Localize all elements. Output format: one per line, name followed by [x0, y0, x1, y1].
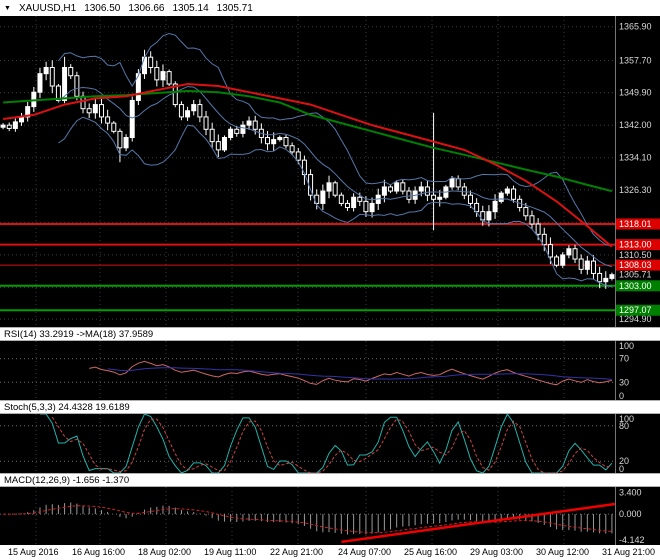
ohlc-open: 1306.50 [84, 2, 121, 14]
price-chart-canvas[interactable]: 1365.90 1357.70 1349.90 1342.00 1334.10 1326.… [0, 16, 660, 327]
price-level-badge: 1313.00 [616, 239, 660, 251]
rsi-label-strip: RSI(14) 33.2919 ->MA(18) 37.9589 [0, 327, 660, 341]
svg-text:1303.00: 1303.00 [619, 281, 652, 291]
svg-text:0: 0 [619, 391, 624, 400]
time-axis-label: 15 Aug 2016 [8, 547, 59, 557]
time-axis-label: 24 Aug 07:00 [338, 547, 392, 557]
symbol-marker-icon: ▼ [4, 4, 11, 12]
svg-text:1318.01: 1318.01 [619, 219, 652, 229]
time-axis: 15 Aug 2016 16 Aug 16:00 18 Aug 02:00 19 Au… [0, 545, 660, 560]
svg-text:0: 0 [619, 464, 624, 473]
macd-panel[interactable]: 3.400 0.000 -4.142 [0, 487, 660, 545]
svg-text:1294.90: 1294.90 [619, 314, 652, 324]
svg-text:1365.90: 1365.90 [619, 22, 652, 32]
current-price-label: 1305.71 [619, 270, 652, 280]
time-axis-label: 18 Aug 02:00 [138, 547, 192, 557]
svg-text:1313.00: 1313.00 [619, 240, 652, 250]
ohlc-high: 1306.66 [128, 2, 165, 14]
ohlc-low: 1305.14 [172, 2, 209, 14]
time-axis-label: 19 Aug 11:00 [204, 547, 257, 557]
macd-label-strip: MACD(12,26,9) -1.656 -1.370 [0, 473, 660, 487]
svg-text:100: 100 [619, 341, 634, 351]
macd-indicator-label: MACD(12,26,9) -1.656 -1.370 [4, 474, 130, 486]
svg-text:1305.71: 1305.71 [619, 270, 652, 280]
svg-text:0.000: 0.000 [619, 509, 642, 519]
symbol-timeframe: XAUUSD,H1 [18, 2, 77, 14]
svg-text:3.400: 3.400 [619, 488, 642, 498]
rsi-indicator-label: RSI(14) 33.2919 ->MA(18) 37.9589 [4, 328, 154, 340]
svg-text:1342.00: 1342.00 [619, 120, 652, 130]
main-price-panel[interactable]: 1365.90 1357.70 1349.90 1342.00 1334.10 1326.… [0, 16, 660, 327]
stoch-label-strip: Stoch(5,3,3) 24.4328 19.6189 [0, 400, 660, 414]
svg-text:80: 80 [619, 421, 629, 431]
macd-trendline[interactable] [341, 502, 616, 544]
time-axis-label: 30 Aug 12:00 [536, 547, 590, 557]
svg-text:30: 30 [619, 377, 629, 387]
svg-text:1357.70: 1357.70 [619, 55, 652, 65]
time-axis-label: 16 Aug 16:00 [72, 547, 126, 557]
svg-text:1297.07: 1297.07 [619, 305, 652, 315]
svg-text:1349.90: 1349.90 [619, 88, 652, 98]
rsi-chart-canvas[interactable]: 100 70 30 0 [0, 341, 660, 400]
time-axis-label: 29 Aug 03:00 [470, 547, 524, 557]
price-level-badge: 1308.03 [616, 259, 660, 271]
stochastic-panel[interactable]: 100 80 20 0 [0, 414, 660, 473]
time-axis-label: 31 Aug 21:00 [602, 547, 656, 557]
svg-text:100: 100 [619, 414, 634, 424]
price-level-badge: 1297.07 [616, 304, 660, 316]
time-axis-label: 25 Aug 16:00 [404, 547, 458, 557]
ohlc-close: 1305.71 [216, 2, 253, 14]
stoch-indicator-label: Stoch(5,3,3) 24.4328 19.6189 [4, 401, 130, 413]
svg-text:1334.10: 1334.10 [619, 153, 652, 163]
macd-chart-canvas[interactable]: 3.400 0.000 -4.142 [0, 487, 660, 545]
svg-text:-4.142: -4.142 [619, 535, 645, 545]
price-level-badge: 1303.00 [616, 280, 660, 292]
chart-title-bar: ▼ XAUUSD,H1 1306.50 1306.66 1305.14 1305… [0, 0, 660, 16]
price-level-badge: 1318.01 [616, 218, 660, 230]
svg-text:20: 20 [619, 456, 629, 466]
svg-text:70: 70 [619, 354, 629, 364]
svg-text:1308.03: 1308.03 [619, 260, 652, 270]
svg-text:1310.50: 1310.50 [619, 250, 652, 260]
rsi-panel[interactable]: 100 70 30 0 [0, 341, 660, 400]
svg-text:1326.30: 1326.30 [619, 185, 652, 195]
time-axis-label: 22 Aug 21:00 [270, 547, 324, 557]
